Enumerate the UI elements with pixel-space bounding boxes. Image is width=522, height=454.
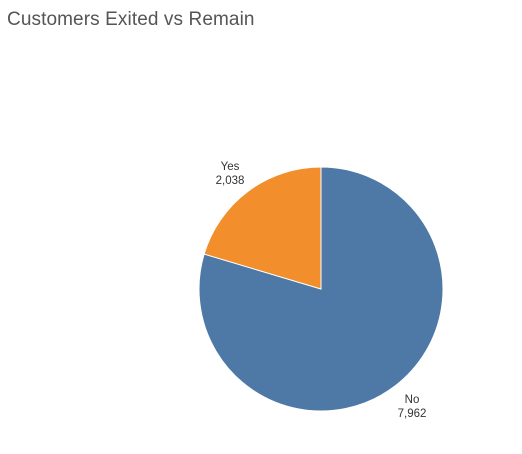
pie-slice-yes[interactable]: [203, 166, 322, 290]
slice-label-yes: Yes: [221, 161, 240, 173]
slice-label-no: No: [405, 394, 420, 406]
slice-value-yes: 2,038: [216, 175, 245, 187]
slice-value-no: 7,962: [398, 408, 427, 420]
chart-title: Customers Exited vs Remain: [7, 9, 255, 30]
